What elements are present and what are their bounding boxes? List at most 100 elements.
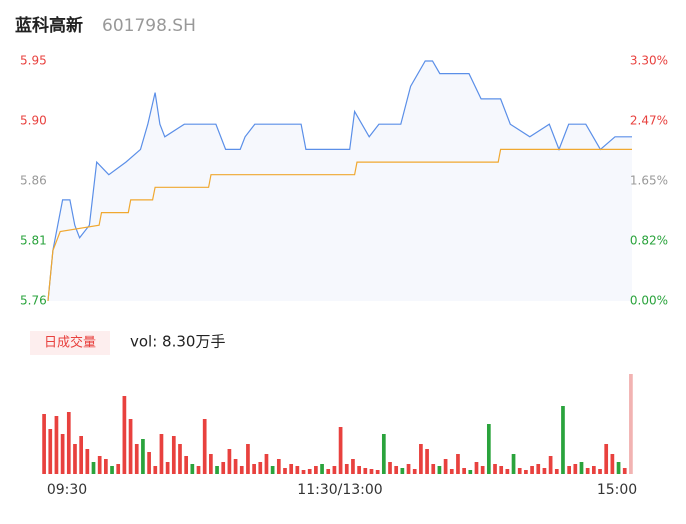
volume-bar — [147, 452, 151, 474]
volume-bar — [110, 466, 114, 474]
volume-bar — [449, 469, 454, 474]
volume-bar — [326, 469, 331, 474]
volume-bar — [153, 466, 158, 474]
volume-bar — [239, 466, 244, 474]
legend-box — [30, 331, 110, 355]
volume-bar — [573, 464, 578, 474]
volume-bar — [221, 462, 226, 474]
volume-bar — [622, 468, 627, 474]
volume-bar — [381, 434, 386, 474]
volume-bar — [301, 470, 306, 474]
volume-bar — [122, 396, 127, 474]
volume-bar — [134, 444, 139, 474]
volume-bar — [332, 466, 337, 474]
volume-bar — [73, 444, 77, 474]
volume-bar — [48, 429, 53, 474]
volume-bar — [295, 466, 300, 474]
volume-bar — [499, 466, 504, 474]
volume-bar — [388, 462, 392, 474]
volume-bar — [616, 462, 621, 474]
volume-bar — [116, 464, 121, 474]
volume-bar — [468, 470, 473, 474]
volume-bar — [270, 466, 275, 474]
volume-bar — [486, 424, 491, 474]
line-price — [47, 60, 632, 302]
line-average — [47, 148, 632, 302]
volume-bar — [97, 456, 102, 474]
volume-bar — [567, 466, 571, 474]
y2-tick-label: 0.82% — [630, 234, 668, 248]
volume-bar — [276, 459, 281, 474]
volume-bar — [246, 444, 250, 474]
volume-bar — [264, 454, 269, 474]
volume-bar — [443, 459, 448, 474]
volume-bar — [425, 449, 429, 474]
stock-name: 蓝科高新 — [15, 15, 83, 36]
y-tick-label: 5.90 — [20, 114, 47, 128]
volume-bar — [184, 456, 189, 474]
x-tick-label: 11:30/13:00 — [297, 482, 382, 498]
volume-legend: 日成交量 — [44, 335, 96, 351]
volume-bar — [338, 427, 343, 474]
volume-bar — [54, 416, 59, 474]
volume-bar — [190, 464, 195, 474]
volume-bar — [42, 414, 46, 474]
volume-bar — [394, 466, 399, 474]
volume-bar — [437, 466, 442, 474]
x-tick-label: 15:00 — [597, 482, 637, 498]
volume-bar — [202, 419, 207, 474]
volume-bar — [351, 459, 355, 474]
volume-bar — [307, 469, 312, 474]
volume-bar — [79, 436, 84, 474]
y2-tick-label: 3.30% — [630, 54, 668, 68]
volume-bar — [406, 464, 411, 474]
price-area — [48, 61, 632, 301]
volume-bar — [85, 449, 90, 474]
volume-bar — [480, 466, 485, 474]
volume-bar — [536, 464, 541, 474]
volume-bar — [493, 464, 497, 474]
volume-bar — [159, 434, 164, 474]
volume-bar — [530, 466, 534, 474]
volume-bar — [517, 468, 522, 474]
volume-bar — [412, 469, 417, 474]
volume-bar — [209, 454, 213, 474]
volume-bar — [585, 468, 590, 474]
volume-bar — [141, 439, 145, 474]
volume-bar — [561, 406, 565, 474]
volume-bar — [400, 468, 405, 474]
volume-bar — [524, 470, 528, 474]
volume-bar — [554, 469, 559, 474]
volume-bar — [171, 436, 176, 474]
y2-tick-label: 0.00% — [630, 294, 668, 308]
volume-bar — [233, 459, 238, 474]
volume-bar — [474, 462, 479, 474]
y2-tick-label: 2.47% — [630, 114, 668, 128]
y-tick-label: 5.86 — [20, 174, 47, 188]
x-tick-label: 09:30 — [47, 482, 87, 498]
volume-bar — [60, 434, 65, 474]
volume-bar — [258, 462, 263, 474]
volume-bar — [419, 444, 423, 474]
volume-bar — [314, 466, 318, 474]
volume-bar — [320, 464, 324, 474]
volume-bar — [598, 469, 602, 474]
volume-bar — [542, 468, 547, 474]
volume-bar — [66, 412, 71, 474]
volume-bar — [283, 468, 287, 474]
volume-bar — [165, 462, 170, 474]
volume-bar — [91, 462, 96, 474]
volume-bar — [431, 464, 436, 474]
volume-bar — [511, 454, 516, 474]
y2-tick-label: 1.65% — [630, 174, 668, 188]
volume-bar — [610, 454, 615, 474]
volume-bar — [456, 454, 460, 474]
volume-bar — [178, 444, 182, 474]
volume-bar — [252, 464, 256, 474]
volume-bar — [104, 459, 108, 474]
volume-bar — [462, 468, 466, 474]
volume-bar — [629, 374, 633, 474]
volume-bar — [363, 468, 368, 474]
y-tick-label: 5.81 — [20, 234, 47, 248]
